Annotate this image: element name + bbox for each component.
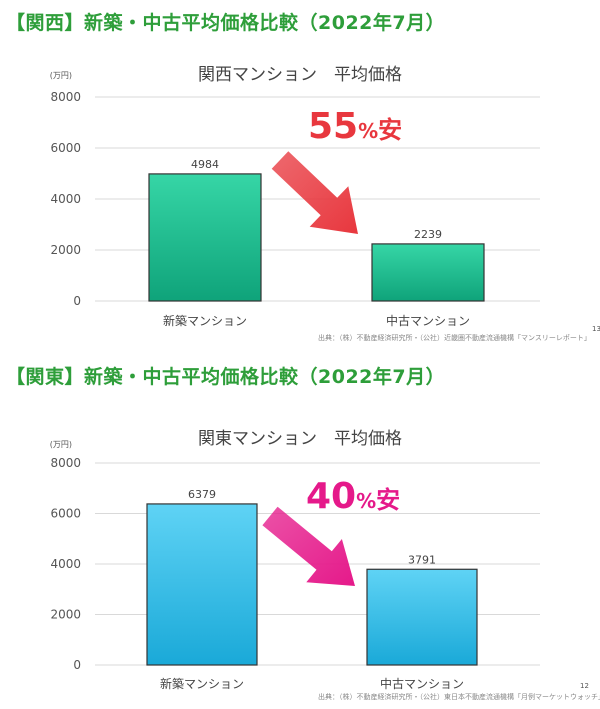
kanto-unit-label: (万円) [50,440,72,449]
kansai-y-tick-label: 0 [73,294,81,308]
kanto-bar-chart: 関東マンション 平均価格 (万円) 0 2000 4000 6000 8000 6379 新… [50,429,540,691]
kanto-y-tick-label: 8000 [50,456,81,470]
kansai-unit-label: (万円) [50,71,72,80]
kansai-category-label: 中古マンション [386,313,470,328]
kansai-y-tick-label: 8000 [50,90,81,104]
kanto-discount-suffix: 安 [376,486,401,514]
kanto-category-label: 中古マンション [380,676,464,691]
kansai-heading: 【関西】新築・中古平均価格比較（2022年7月） [6,12,446,34]
kansai-bar-used [371,243,485,302]
kanto-discount-callout: 40%安 [306,476,400,517]
kansai-discount-suffix: 安 [378,116,403,144]
kansai-y-tick-label: 2000 [50,243,81,257]
kanto-y-tick-label: 4000 [50,557,81,571]
kansai-y-tick-label: 4000 [50,192,81,206]
kansai-source-note: 出典：（株）不動産経済研究所・（公社）近畿圏不動産流通機構「マンスリーレポート」 [318,334,591,342]
kanto-bar-value-label: 6379 [188,488,216,501]
kanto-category-label: 新築マンション [160,676,244,691]
kansai-bar-new [148,173,262,302]
kansai-bar-chart: 関西マンション 平均価格 (万円) 0 2000 4000 6000 8000 4984 新… [50,65,540,328]
kansai-chart-title: 関西マンション 平均価格 [198,65,402,85]
kanto-y-tick-label: 0 [73,658,81,672]
kanto-panel: 【関東】新築・中古平均価格比較（2022年7月） 関東マンション 平均価格 (万… [0,354,600,709]
kanto-decline-arrow [262,506,355,586]
kanto-y-tick-label: 6000 [50,507,81,521]
kansai-category-label: 新築マンション [163,313,247,328]
kansai-discount-number: 55 [308,106,359,147]
kansai-decline-arrow [271,151,358,234]
kanto-y-tick-label: 2000 [50,608,81,622]
kansai-y-tick-label: 6000 [50,141,81,155]
kansai-bar-value-label: 4984 [191,158,219,171]
kansai-page-number: 13 [592,325,600,333]
kansai-discount-percent: % [358,119,379,143]
kansai-discount-callout: 55%安 [308,106,402,147]
kanto-bar-new [146,503,258,666]
kanto-discount-number: 40 [306,476,357,517]
kanto-bar-value-label: 3791 [408,553,436,566]
kansai-panel: 【関西】新築・中古平均価格比較（2022年7月） 関西マンション 平均価格 (万… [6,12,600,342]
kanto-bar-used [366,568,478,666]
kanto-heading: 【関東】新築・中古平均価格比較（2022年7月） [6,366,446,388]
kanto-page-number: 12 [580,682,589,690]
kanto-source-note: 出典：（株）不動産経済研究所・（公社）東日本不動産流通機構「月例マーケットウォッ… [318,693,600,701]
kansai-bar-value-label: 2239 [414,228,442,241]
kanto-chart-title: 関東マンション 平均価格 [198,429,402,449]
kanto-discount-percent: % [356,489,377,513]
